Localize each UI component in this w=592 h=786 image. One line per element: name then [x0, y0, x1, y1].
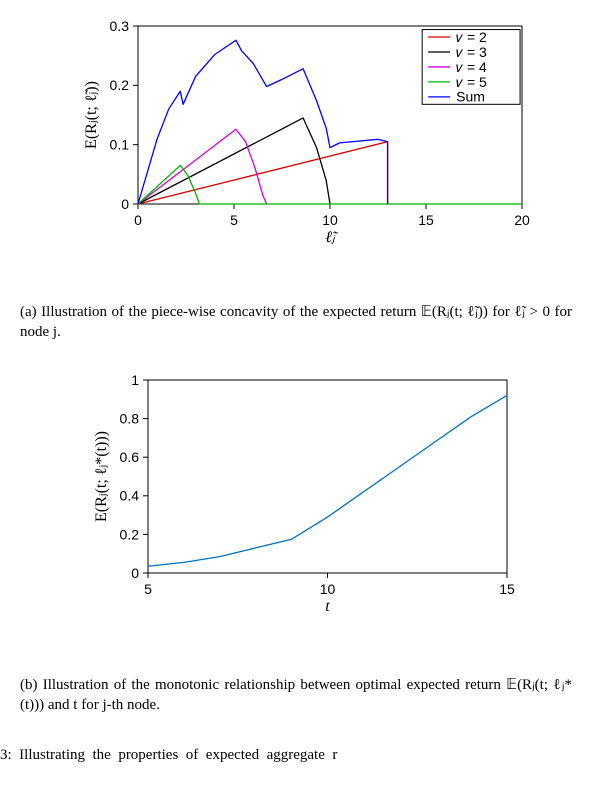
chart-a-legend-label-nu4: 𝜈 = 4 — [456, 59, 487, 75]
chart-b-ytick-label: 0 — [131, 565, 139, 581]
chart-b-ytick-label: 1 — [131, 372, 139, 388]
chart-b-xtick-label: 15 — [499, 581, 515, 597]
chart-b-ytick-label: 0.8 — [120, 411, 140, 427]
chart-a-ytick-label: 0 — [121, 196, 129, 212]
chart-a-ytick-label: 0.1 — [110, 137, 130, 153]
chart-a-xtick-label: 10 — [322, 212, 338, 228]
chart-a-xtick-label: 5 — [230, 212, 238, 228]
chart-a-legend-label-sum: Sum — [456, 89, 485, 105]
chart-a-ylabel: E(Rⱼ(t; ℓ̃ⱼ)) — [83, 81, 100, 149]
chart-a-legend-label-nu3: 𝜈 = 3 — [456, 44, 487, 60]
chart-a-ytick-label: 0.3 — [110, 18, 130, 34]
chart-b-axes-box — [148, 380, 507, 573]
figure-cutoff-line: 3: Illustrating the properties of expect… — [0, 745, 592, 765]
chart-a-legend-label-nu5: 𝜈 = 5 — [456, 74, 487, 90]
chart-b-ytick-label: 0.2 — [120, 526, 140, 542]
chart-b-ylabel: E(Rⱼ(t; ℓⱼ*(t))) — [93, 431, 110, 522]
chart-a: 0510152000.10.20.3ℓ̃ⱼE(Rⱼ(t; ℓ̃ⱼ))𝜈 = 2𝜈… — [80, 18, 530, 248]
chart-b: 5 10 15 0 0.2 0.4 0.6 0.8 1 t E(Rⱼ(t; ℓⱼ*(t))) — [90, 372, 515, 617]
chart-b-ytick-label: 0.6 — [120, 449, 140, 465]
captionB: (b) Illustration of the monotonic relati… — [20, 675, 572, 716]
chart-b-ytick-label: 0.4 — [120, 488, 140, 504]
chart-b-xtick-label: 10 — [320, 581, 336, 597]
chart-a-xtick-label: 0 — [134, 212, 142, 228]
captionA: (a) Illustration of the piece-wise conca… — [20, 302, 572, 343]
chart-a-xlabel: ℓ̃ⱼ — [325, 229, 339, 246]
chart-b-xtick-label: 5 — [144, 581, 152, 597]
chart-a-ytick-label: 0.2 — [110, 77, 130, 93]
chart-a-legend-label-nu2: 𝜈 = 2 — [456, 29, 487, 45]
chart-a-xtick-label: 20 — [514, 212, 530, 228]
chart-b-xlabel: t — [325, 598, 330, 615]
chart-a-xtick-label: 15 — [418, 212, 434, 228]
